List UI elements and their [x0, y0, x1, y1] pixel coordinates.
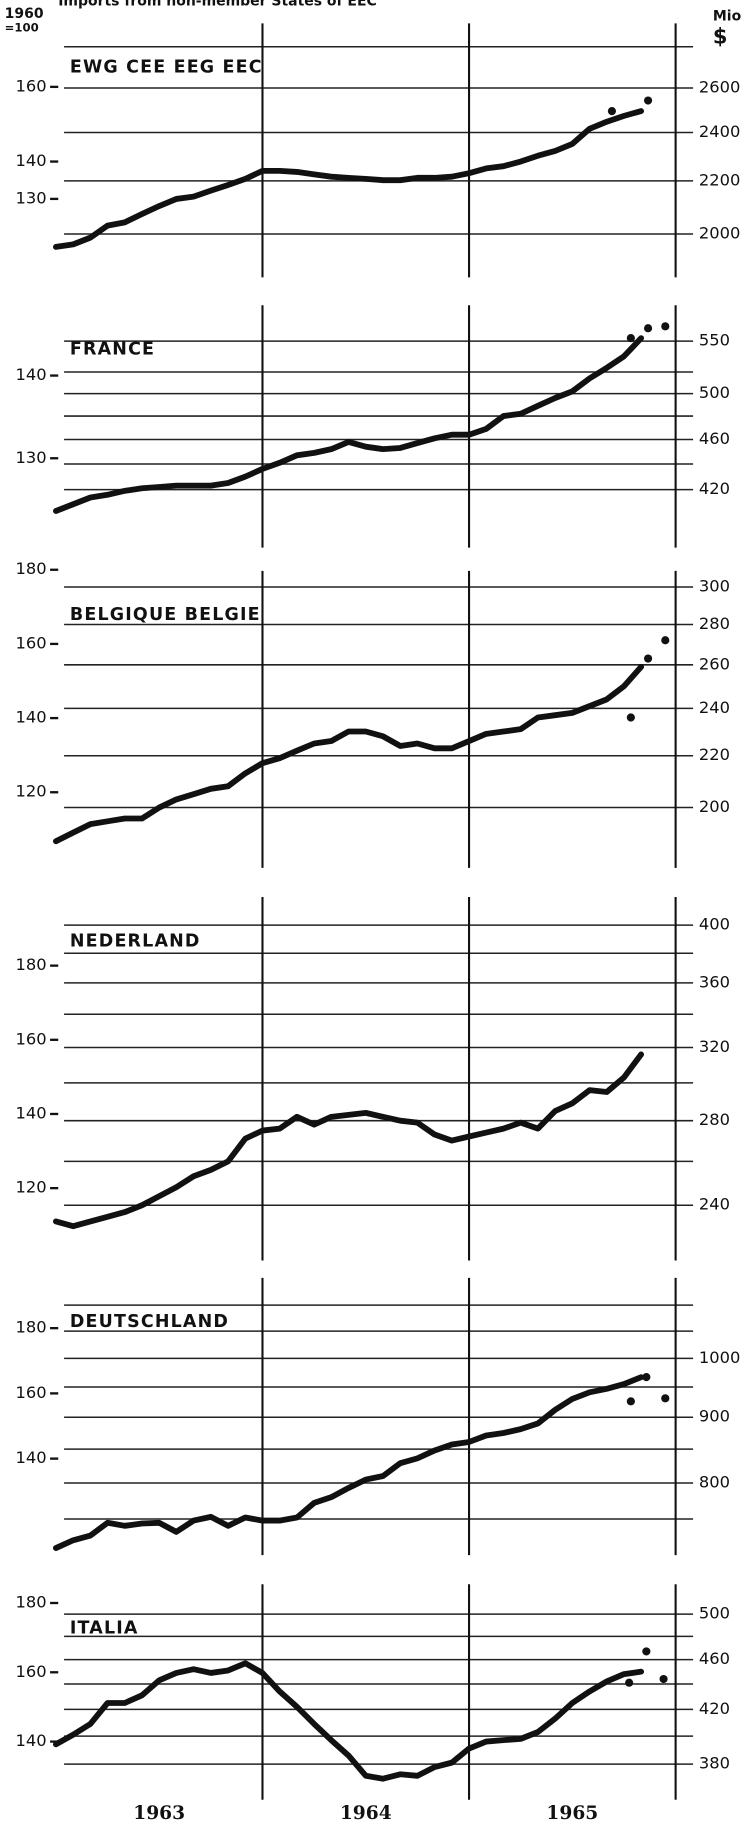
y-tick-label: 120 — [15, 1178, 46, 1197]
data-point — [642, 1373, 651, 1382]
panel-title: FRANCE — [70, 340, 155, 360]
left-unit: =100 — [5, 21, 39, 35]
left-unit: 1960 — [5, 6, 44, 22]
y-tick-label: 180 — [15, 1592, 46, 1611]
y2-tick-label: 2000 — [699, 223, 740, 242]
y2-tick-label: 900 — [699, 1407, 730, 1426]
data-point — [661, 1394, 670, 1403]
data-point — [626, 713, 635, 722]
y2-tick-label: 320 — [699, 1037, 730, 1056]
y2-tick-label: 240 — [699, 1195, 730, 1214]
x-tick-label: 1964 — [340, 1803, 392, 1824]
y-tick-label: 180 — [15, 1318, 46, 1337]
y-tick-label: 160 — [15, 1029, 46, 1048]
x-tick-label: 1965 — [546, 1803, 598, 1824]
y2-tick-label: 260 — [699, 654, 730, 673]
y2-tick-label: 220 — [699, 745, 730, 764]
data-point — [607, 107, 616, 116]
y2-tick-label: 1000 — [699, 1348, 740, 1367]
y-tick-label: 180 — [15, 955, 46, 974]
data-line — [53, 1051, 645, 1230]
y-tick-label: 140 — [15, 365, 46, 384]
y2-tick-label: 380 — [699, 1754, 730, 1773]
data-line — [53, 663, 645, 845]
data-line — [53, 335, 645, 514]
x-tick-label: 1963 — [133, 1803, 185, 1824]
y2-tick-label: 240 — [699, 698, 730, 717]
panel-title: NEDERLAND — [70, 931, 201, 951]
y2-tick-label: 280 — [699, 614, 730, 633]
y2-tick-label: 500 — [699, 1604, 730, 1623]
y2-tick-label: 2600 — [699, 77, 740, 96]
panel-title: EWG CEE EEG EEC — [70, 58, 263, 78]
y-tick-label: 140 — [15, 151, 46, 170]
y-tick-label: 140 — [15, 1731, 46, 1750]
right-unit: $ — [713, 24, 728, 48]
y2-tick-label: 2200 — [699, 170, 740, 189]
data-point — [661, 636, 670, 645]
data-point — [659, 1674, 668, 1684]
data-point — [626, 1397, 635, 1406]
panel-title: ITALIA — [70, 1619, 139, 1639]
data-line — [53, 108, 645, 250]
y-tick-label: 120 — [15, 782, 46, 801]
data-point — [643, 324, 653, 333]
y2-tick-label: 2400 — [699, 122, 740, 141]
data-point — [625, 1678, 634, 1687]
panel-title: DEUTSCHLAND — [70, 1312, 229, 1332]
y2-tick-label: 500 — [699, 383, 730, 402]
data-line — [53, 1374, 645, 1551]
data-point — [643, 96, 653, 105]
chart-title: Imports from non-member States of EEC — [58, 0, 377, 9]
data-point — [642, 1647, 651, 1656]
y-tick-label: 180 — [15, 559, 46, 578]
y-tick-label: 140 — [15, 1448, 46, 1467]
data-point — [643, 654, 653, 663]
y2-tick-label: 200 — [699, 797, 730, 816]
data-line — [53, 1660, 645, 1782]
y2-tick-label: 550 — [699, 331, 730, 350]
panel-title: BELGIQUE BELGIE — [70, 605, 261, 625]
y2-tick-label: 460 — [699, 1649, 730, 1668]
y2-tick-label: 360 — [699, 972, 730, 991]
y-tick-label: 130 — [15, 448, 46, 467]
y2-tick-label: 300 — [699, 576, 730, 595]
y-tick-label: 140 — [15, 1103, 46, 1122]
y-tick-label: 160 — [15, 76, 46, 95]
y-tick-label: 160 — [15, 633, 46, 652]
y2-tick-label: 800 — [699, 1472, 730, 1491]
y-tick-label: 130 — [15, 188, 46, 207]
y-tick-label: 160 — [15, 1662, 46, 1681]
y2-tick-label: 400 — [699, 915, 730, 934]
right-unit: Mio — [713, 8, 741, 24]
y-tick-label: 140 — [15, 708, 46, 727]
y-tick-label: 160 — [15, 1383, 46, 1402]
data-point — [661, 322, 670, 331]
data-point — [626, 334, 635, 343]
y2-tick-label: 420 — [699, 1699, 730, 1718]
y2-tick-label: 460 — [699, 429, 730, 448]
y2-tick-label: 280 — [699, 1110, 730, 1129]
y2-tick-label: 420 — [699, 479, 730, 498]
